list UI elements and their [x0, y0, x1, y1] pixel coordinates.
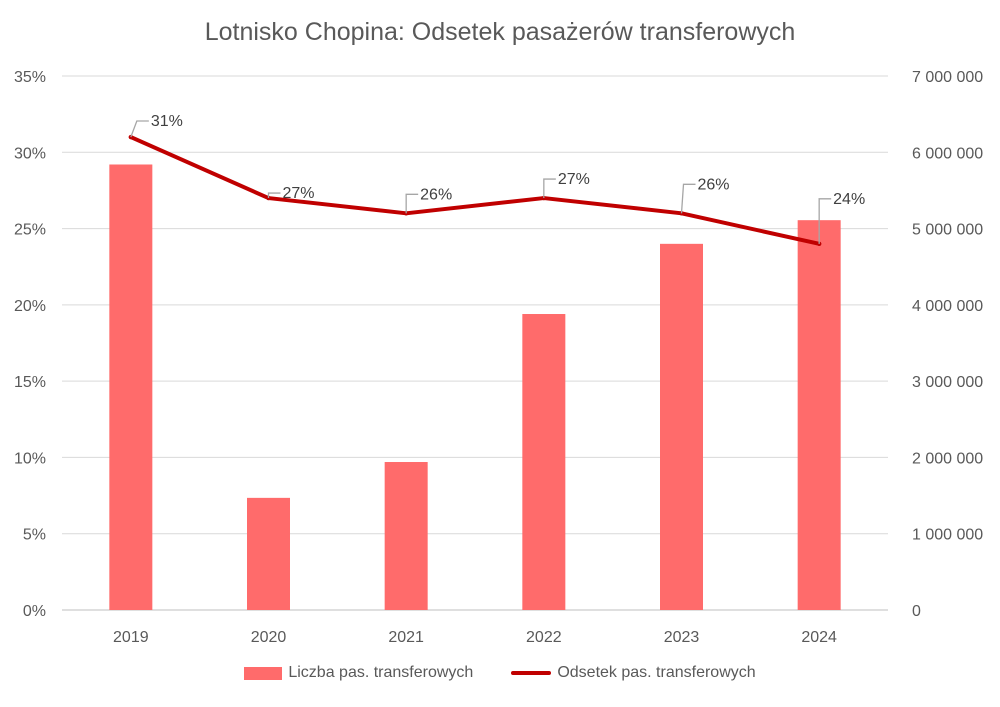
- legend-line-label: Odsetek pas. transferowych: [557, 664, 756, 681]
- bar: [797, 220, 841, 610]
- y-left-tick-label: 30%: [14, 145, 46, 162]
- legend-item-bars: Liczba pas. transferowych: [244, 664, 473, 682]
- data-labels: 31% 27% 26% 27% 26% 24%: [130, 113, 865, 244]
- bar: [109, 164, 153, 610]
- legend-item-line: Odsetek pas. transferowych: [511, 664, 756, 682]
- x-tick-label: 2024: [801, 629, 837, 646]
- x-tick-label: 2021: [388, 629, 424, 646]
- y-left-tick-label: 20%: [14, 298, 46, 315]
- x-tick-label: 2022: [526, 629, 562, 646]
- legend-bar-label: Liczba pas. transferowych: [288, 664, 474, 681]
- legend: Liczba pas. transferowych Odsetek pas. t…: [0, 664, 1000, 682]
- right-axis: 0 1 000 000 2 000 000 3 000 000 4 000 000 5 0…: [912, 69, 983, 620]
- x-tick-label: 2020: [251, 629, 287, 646]
- data-label-leader: [130, 120, 149, 138]
- x-axis: 2019 2020 2021 2022 2023 2024: [113, 629, 837, 646]
- data-label-leader: [267, 192, 281, 199]
- y-right-tick-label: 7 000 000: [912, 69, 983, 86]
- y-left-tick-label: 15%: [14, 374, 46, 391]
- bar: [247, 497, 290, 610]
- y-right-tick-label: 0: [912, 603, 921, 620]
- chart-title: Lotnisko Chopina: Odsetek pasażerów tran…: [204, 18, 796, 46]
- bar: [660, 243, 703, 611]
- data-label-leader: [680, 183, 696, 214]
- y-right-tick-label: 2 000 000: [912, 450, 983, 467]
- legend-bar-swatch: [244, 666, 283, 680]
- y-left-tick-label: 5%: [23, 527, 46, 544]
- y-left-tick-label: 35%: [14, 69, 46, 86]
- data-label-leader: [543, 178, 556, 199]
- data-label: 27%: [283, 185, 315, 202]
- legend-line-swatch: [511, 671, 552, 675]
- bar-series: [109, 164, 841, 611]
- y-right-tick-label: 6 000 000: [912, 145, 983, 162]
- y-left-tick-label: 10%: [14, 450, 46, 467]
- bar: [384, 462, 428, 610]
- data-label: 31%: [151, 113, 183, 130]
- left-axis: 0% 5% 10% 15% 20% 25% 30% 35%: [14, 69, 46, 620]
- data-label: 27%: [558, 171, 590, 188]
- y-right-tick-label: 3 000 000: [912, 374, 983, 391]
- y-right-tick-label: 1 000 000: [912, 527, 983, 544]
- data-label: 24%: [833, 191, 865, 208]
- data-label: 26%: [420, 186, 452, 203]
- y-left-tick-label: 0%: [23, 603, 46, 620]
- data-label: 26%: [698, 176, 730, 193]
- x-tick-label: 2019: [113, 629, 149, 646]
- line-path: [128, 135, 822, 246]
- y-right-tick-label: 4 000 000: [912, 298, 983, 315]
- y-left-tick-label: 25%: [14, 222, 46, 239]
- x-tick-label: 2023: [664, 629, 700, 646]
- data-label-leader: [818, 198, 832, 244]
- bar: [522, 314, 566, 610]
- y-right-tick-label: 5 000 000: [912, 222, 983, 239]
- gridlines: [62, 75, 888, 611]
- data-label-leader: [405, 193, 419, 214]
